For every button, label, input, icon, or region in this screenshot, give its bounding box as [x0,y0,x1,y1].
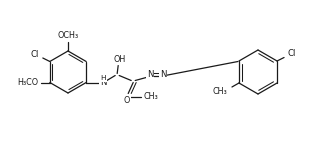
Text: H₃CO: H₃CO [17,78,39,87]
Text: OCH₃: OCH₃ [57,32,79,40]
Text: N: N [160,70,166,79]
Text: Cl: Cl [288,50,296,58]
Text: CH₃: CH₃ [144,92,158,101]
Text: Cl: Cl [30,50,39,59]
Text: N: N [147,70,153,79]
Text: N: N [100,78,107,87]
Text: H: H [100,75,106,82]
Text: CH₃: CH₃ [213,88,227,96]
Text: OH: OH [113,55,125,64]
Text: O: O [124,96,130,105]
